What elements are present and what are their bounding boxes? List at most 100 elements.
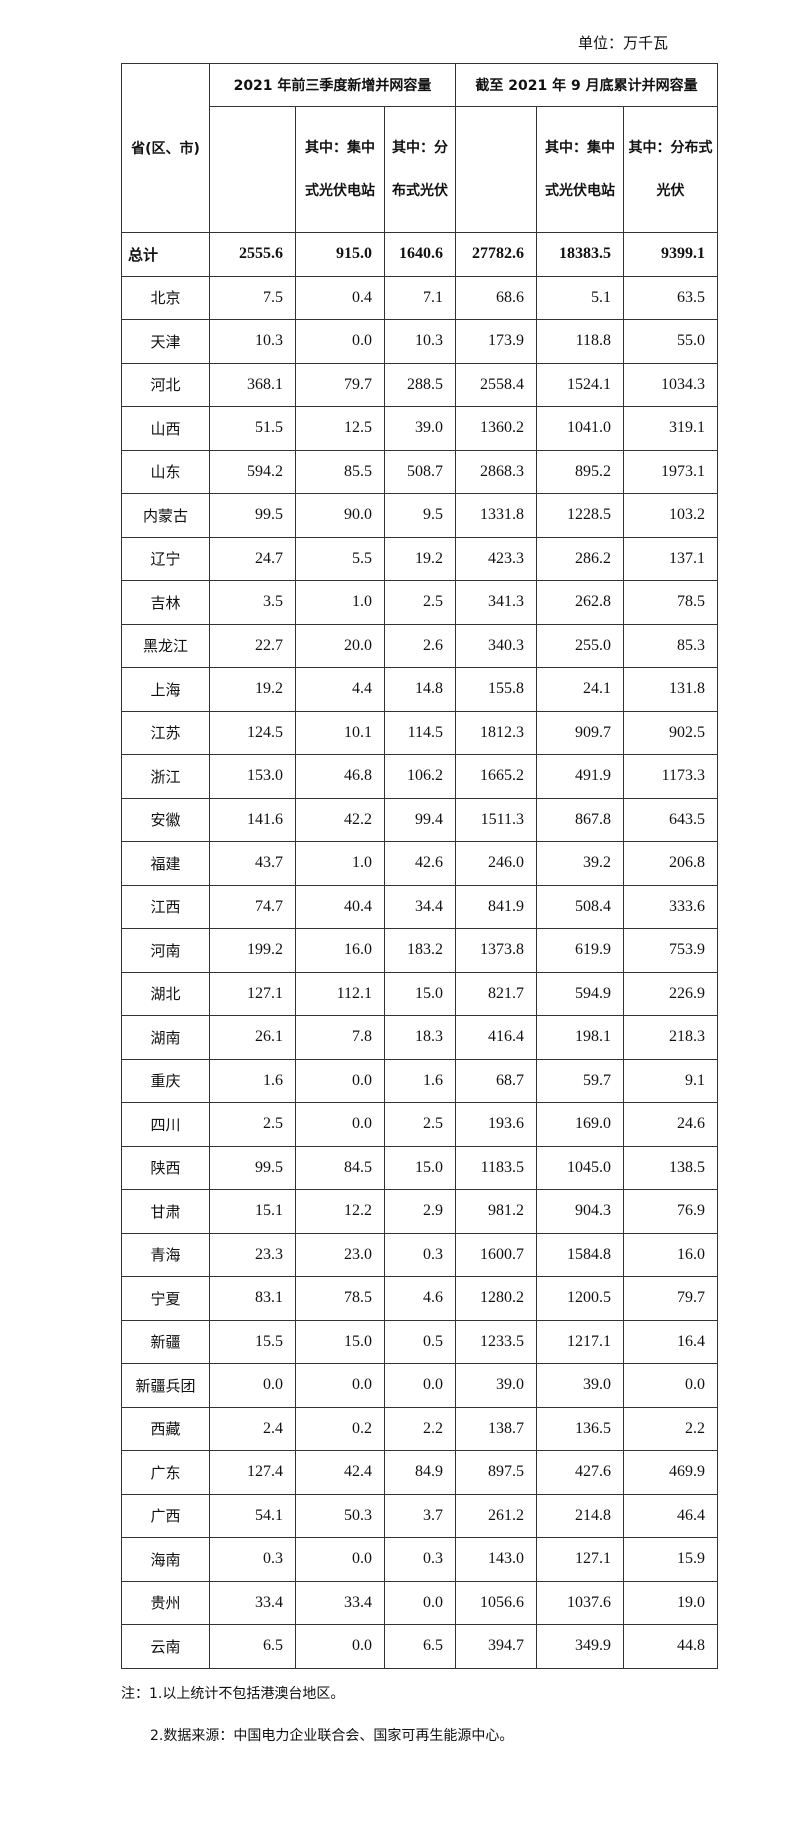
region-cell: 湖北 bbox=[121, 971, 210, 1016]
value-cell: 0.5 bbox=[384, 1319, 456, 1364]
value-cell: 15.0 bbox=[384, 971, 456, 1016]
value-cell: 16.4 bbox=[622, 1319, 719, 1364]
value-cell: 394.7 bbox=[455, 1624, 537, 1669]
value-cell: 51.5 bbox=[209, 406, 296, 451]
value-cell: 2558.4 bbox=[455, 362, 537, 407]
value-cell: 106.2 bbox=[384, 754, 456, 799]
value-cell: 39.0 bbox=[455, 1363, 537, 1408]
value-cell: 3.5 bbox=[209, 580, 296, 625]
value-cell: 1973.1 bbox=[622, 449, 719, 494]
value-cell: 78.5 bbox=[295, 1276, 385, 1321]
region-cell: 总计 bbox=[121, 232, 210, 277]
table-row: 内蒙古 99.5 90.0 9.5 1331.8 1228.5 103.2 bbox=[121, 493, 719, 538]
value-cell: 1045.0 bbox=[536, 1145, 624, 1190]
table-row: 河北 368.1 79.7 288.5 2558.4 1524.1 1034.3 bbox=[121, 362, 719, 407]
value-cell: 1228.5 bbox=[536, 493, 624, 538]
subheader-new-centralized: 其中：集中式光伏电站 bbox=[295, 106, 385, 233]
value-cell: 246.0 bbox=[455, 841, 537, 886]
value-cell: 20.0 bbox=[295, 623, 385, 668]
value-cell: 15.9 bbox=[622, 1537, 719, 1582]
value-cell: 137.1 bbox=[622, 536, 719, 581]
table-row: 江苏 124.5 10.1 114.5 1812.3 909.7 902.5 bbox=[121, 710, 719, 755]
value-cell: 42.2 bbox=[295, 797, 385, 842]
value-cell: 15.1 bbox=[209, 1189, 296, 1234]
value-cell: 2.5 bbox=[209, 1102, 296, 1147]
table-row: 福建 43.7 1.0 42.6 246.0 39.2 206.8 bbox=[121, 841, 719, 886]
value-cell: 15.0 bbox=[384, 1145, 456, 1190]
value-cell: 6.5 bbox=[384, 1624, 456, 1669]
region-cell: 北京 bbox=[121, 275, 210, 320]
region-cell: 上海 bbox=[121, 667, 210, 712]
value-cell: 10.1 bbox=[295, 710, 385, 755]
subheader-cum-centralized: 其中：集中式光伏电站 bbox=[536, 106, 624, 233]
value-cell: 0.0 bbox=[622, 1363, 719, 1408]
table-row: 天津 10.3 0.0 10.3 173.9 118.8 55.0 bbox=[121, 319, 719, 364]
region-cell: 四川 bbox=[121, 1102, 210, 1147]
value-cell: 2.5 bbox=[384, 1102, 456, 1147]
region-cell: 西藏 bbox=[121, 1406, 210, 1451]
region-cell: 河南 bbox=[121, 928, 210, 973]
value-cell: 7.1 bbox=[384, 275, 456, 320]
value-cell: 753.9 bbox=[622, 928, 719, 973]
value-cell: 9399.1 bbox=[622, 232, 719, 277]
value-cell: 1037.6 bbox=[536, 1580, 624, 1625]
value-cell: 915.0 bbox=[295, 232, 385, 277]
value-cell: 1200.5 bbox=[536, 1276, 624, 1321]
value-cell: 83.1 bbox=[209, 1276, 296, 1321]
value-cell: 84.9 bbox=[384, 1450, 456, 1495]
value-cell: 288.5 bbox=[384, 362, 456, 407]
value-cell: 198.1 bbox=[536, 1015, 624, 1060]
subheader-cum-total bbox=[455, 106, 537, 233]
region-cell: 内蒙古 bbox=[121, 493, 210, 538]
value-cell: 594.9 bbox=[536, 971, 624, 1016]
value-cell: 124.5 bbox=[209, 710, 296, 755]
value-cell: 0.0 bbox=[384, 1363, 456, 1408]
region-cell: 吉林 bbox=[121, 580, 210, 625]
subheader-new-total bbox=[209, 106, 296, 233]
value-cell: 981.2 bbox=[455, 1189, 537, 1234]
table-row: 上海 19.2 4.4 14.8 155.8 24.1 131.8 bbox=[121, 667, 719, 712]
value-cell: 127.1 bbox=[209, 971, 296, 1016]
value-cell: 4.6 bbox=[384, 1276, 456, 1321]
value-cell: 79.7 bbox=[622, 1276, 719, 1321]
value-cell: 0.0 bbox=[295, 1624, 385, 1669]
value-cell: 118.8 bbox=[536, 319, 624, 364]
value-cell: 1373.8 bbox=[455, 928, 537, 973]
table-row: 海南 0.3 0.0 0.3 143.0 127.1 15.9 bbox=[121, 1537, 719, 1582]
value-cell: 0.0 bbox=[295, 1058, 385, 1103]
value-cell: 5.5 bbox=[295, 536, 385, 581]
region-cell: 青海 bbox=[121, 1232, 210, 1277]
value-cell: 206.8 bbox=[622, 841, 719, 886]
value-cell: 15.5 bbox=[209, 1319, 296, 1364]
region-cell: 湖南 bbox=[121, 1015, 210, 1060]
value-cell: 619.9 bbox=[536, 928, 624, 973]
region-cell: 黑龙江 bbox=[121, 623, 210, 668]
table-row: 甘肃 15.1 12.2 2.9 981.2 904.3 76.9 bbox=[121, 1189, 719, 1234]
value-cell: 1056.6 bbox=[455, 1580, 537, 1625]
value-cell: 34.4 bbox=[384, 884, 456, 929]
value-cell: 14.8 bbox=[384, 667, 456, 712]
table-row: 山西 51.5 12.5 39.0 1360.2 1041.0 319.1 bbox=[121, 406, 719, 451]
value-cell: 508.4 bbox=[536, 884, 624, 929]
value-cell: 3.7 bbox=[384, 1493, 456, 1538]
value-cell: 183.2 bbox=[384, 928, 456, 973]
table-row: 新疆兵团 0.0 0.0 0.0 39.0 39.0 0.0 bbox=[121, 1363, 719, 1408]
value-cell: 33.4 bbox=[209, 1580, 296, 1625]
value-cell: 1360.2 bbox=[455, 406, 537, 451]
value-cell: 0.0 bbox=[295, 1102, 385, 1147]
value-cell: 40.4 bbox=[295, 884, 385, 929]
value-cell: 114.5 bbox=[384, 710, 456, 755]
value-cell: 867.8 bbox=[536, 797, 624, 842]
value-cell: 262.8 bbox=[536, 580, 624, 625]
table-row: 辽宁 24.7 5.5 19.2 423.3 286.2 137.1 bbox=[121, 536, 719, 581]
value-cell: 0.0 bbox=[209, 1363, 296, 1408]
value-cell: 1217.1 bbox=[536, 1319, 624, 1364]
value-cell: 193.6 bbox=[455, 1102, 537, 1147]
value-cell: 103.2 bbox=[622, 493, 719, 538]
value-cell: 46.4 bbox=[622, 1493, 719, 1538]
value-cell: 155.8 bbox=[455, 667, 537, 712]
table-row: 四川 2.5 0.0 2.5 193.6 169.0 24.6 bbox=[121, 1102, 719, 1147]
value-cell: 50.3 bbox=[295, 1493, 385, 1538]
value-cell: 138.7 bbox=[455, 1406, 537, 1451]
value-cell: 127.1 bbox=[536, 1537, 624, 1582]
